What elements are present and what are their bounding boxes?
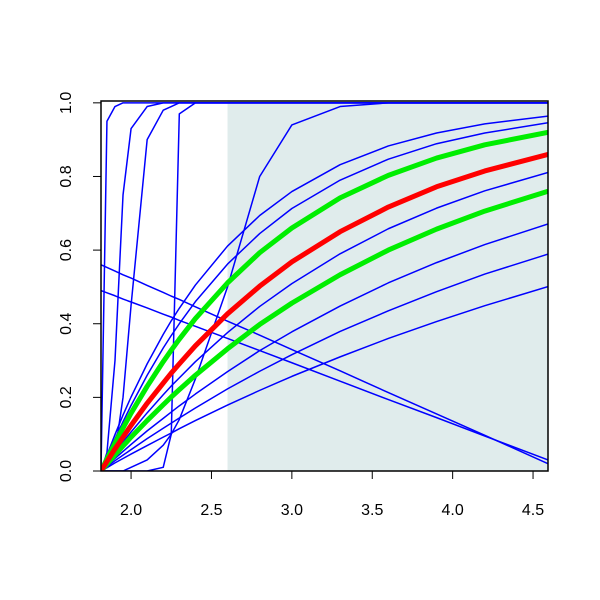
x-tick-label: 2.0 xyxy=(120,502,142,519)
x-tick-label: 2.5 xyxy=(200,502,222,519)
series-line xyxy=(101,264,548,465)
series-line xyxy=(101,129,548,471)
shaded-region xyxy=(227,101,548,471)
series-line xyxy=(101,115,548,471)
series-line xyxy=(101,171,548,471)
x-tick-label: 3.0 xyxy=(281,502,303,519)
y-tick-label: 0.8 xyxy=(58,165,75,187)
series-line xyxy=(101,102,548,471)
series-line xyxy=(101,285,548,471)
y-tick-label: 0.0 xyxy=(58,460,75,482)
y-tick-label: 0.6 xyxy=(58,239,75,261)
series-line xyxy=(101,151,548,471)
y-tick-label: 0.4 xyxy=(58,313,75,335)
x-tick-label: 3.5 xyxy=(361,502,383,519)
plot-frame xyxy=(100,100,549,472)
series-line xyxy=(101,289,548,461)
series-line xyxy=(101,188,548,471)
x-tick-label: 4.0 xyxy=(442,502,464,519)
x-tick-label: 4.5 xyxy=(522,502,544,519)
series-line xyxy=(101,121,548,471)
plot-area xyxy=(101,101,548,471)
series-line xyxy=(101,253,548,471)
y-tick-label: 1.0 xyxy=(58,92,75,114)
y-tick-label: 0.2 xyxy=(58,386,75,408)
